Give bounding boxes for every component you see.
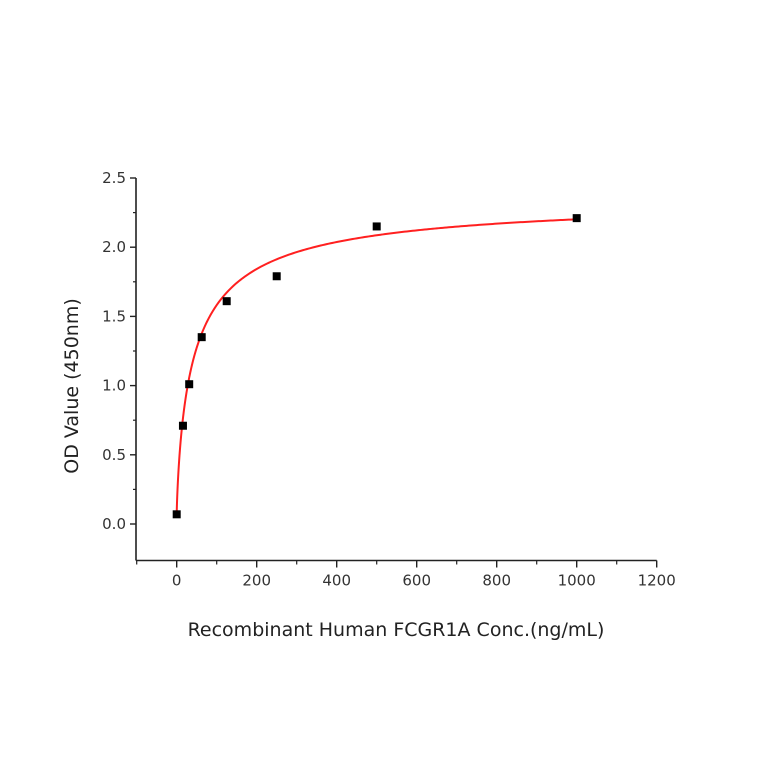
axes: 0.0 0.5 1.0 1.5 2.0 2.5 0 200 400 600 800 1000 1200 <box>102 169 676 590</box>
x-axis-title: Recombinant Human FCGR1A Conc.(ng/mL) <box>188 619 605 641</box>
data-point-square <box>272 272 281 281</box>
data-point-square <box>185 380 194 389</box>
y-tick-label: 2.0 <box>102 238 126 256</box>
data-point-square <box>572 214 581 223</box>
x-tick-label: 200 <box>242 572 271 590</box>
data-points <box>172 214 581 519</box>
y-tick-label: 2.5 <box>102 169 126 187</box>
x-tick-label: 1000 <box>558 572 596 590</box>
data-point-square <box>178 421 187 430</box>
y-tick-label: 0.5 <box>102 446 126 464</box>
y-axis-title: OD Value (450nm) <box>61 298 83 473</box>
y-tick-label: 1.5 <box>102 307 126 325</box>
x-tick-label: 600 <box>402 572 431 590</box>
y-tick-label: 1.0 <box>102 377 126 395</box>
data-point-square <box>172 510 181 519</box>
y-tick-label: 0.0 <box>102 515 126 533</box>
fit-line <box>175 218 577 515</box>
x-tick-label: 800 <box>482 572 511 590</box>
fitted-curve <box>175 218 577 515</box>
x-tick-label: 0 <box>172 572 182 590</box>
data-point-square <box>197 333 206 342</box>
x-tick-label: 400 <box>322 572 351 590</box>
data-point-square <box>372 222 381 231</box>
x-tick-label: 1200 <box>638 572 676 590</box>
data-point-square <box>222 297 231 306</box>
